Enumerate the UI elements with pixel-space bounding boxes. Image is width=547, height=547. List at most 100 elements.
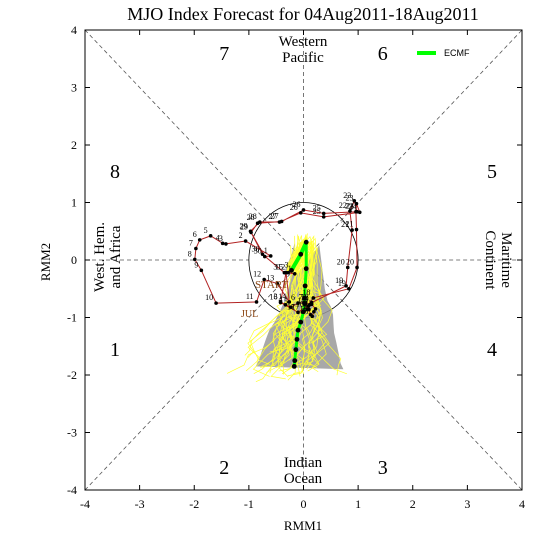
- day-label: 4: [278, 295, 282, 304]
- day-label: 2: [281, 263, 285, 272]
- observed-day-marker: [313, 307, 318, 311]
- day-label: 16: [296, 299, 304, 308]
- day-label: 30: [252, 244, 260, 253]
- forecast-point: [298, 319, 304, 325]
- observed-day-marker: [268, 254, 273, 258]
- observed-day-marker: [289, 305, 293, 309]
- phase-label: 6: [378, 43, 388, 65]
- observed-day-marker: [262, 254, 267, 259]
- day-label: 11: [302, 306, 310, 315]
- observed-day-marker: [194, 246, 198, 251]
- observed-day-marker: [310, 314, 315, 319]
- observed-day-marker: [224, 242, 228, 246]
- day-label: 21: [341, 220, 349, 229]
- forecast-point: [298, 251, 304, 257]
- day-label: 10: [205, 293, 213, 302]
- day-label: 17: [287, 302, 295, 311]
- y-tick-label: 3: [71, 81, 77, 95]
- day-label: 28: [247, 213, 255, 222]
- observed-day-marker: [199, 268, 204, 273]
- region-label-top-line2: Pacific: [282, 50, 324, 66]
- observed-day-marker: [321, 211, 326, 216]
- observed-day-marker: [278, 300, 283, 305]
- observed-day-marker: [287, 300, 292, 304]
- legend: ECMF: [417, 48, 470, 58]
- observed-day-marker: [309, 300, 314, 305]
- observed-day-marker: [254, 300, 259, 304]
- observed-day-marker: [345, 265, 350, 270]
- x-axis-label: RMM1: [284, 518, 322, 533]
- ensemble-member-track: [247, 235, 298, 364]
- ensemble-member-track: [279, 234, 301, 365]
- forecast-point: [301, 309, 306, 315]
- observed-day-marker: [214, 301, 218, 305]
- observed-day-marker: [296, 301, 300, 305]
- day-label: 15: [275, 263, 283, 272]
- observed-day-marker: [344, 284, 348, 288]
- region-label-bottom-line1: Indian: [284, 455, 323, 471]
- phase-label: 8: [110, 161, 120, 183]
- observed-day-marker: [301, 208, 306, 212]
- day-label: 18: [302, 288, 310, 297]
- day-label: 3: [219, 234, 223, 243]
- day-label: 30: [254, 247, 262, 256]
- observed-trajectory: [192, 198, 362, 319]
- forecast-point: [302, 301, 307, 307]
- day-label: 2: [239, 231, 243, 240]
- start-label: START: [255, 279, 289, 291]
- x-tick-label: 3: [464, 497, 470, 511]
- observed-day-marker: [255, 221, 260, 225]
- day-label: 4: [216, 233, 220, 242]
- day-label: 17: [291, 302, 299, 311]
- day-label: 7: [189, 239, 193, 248]
- observed-day-marker: [354, 227, 359, 232]
- x-tick-label: -2: [189, 497, 199, 511]
- day-label: 29: [240, 221, 248, 230]
- day-label: 19: [335, 276, 343, 285]
- day-label: 24: [349, 202, 357, 211]
- ensemble-member-track: [266, 239, 333, 373]
- observed-day-marker: [262, 277, 266, 282]
- observed-day-marker: [292, 272, 297, 276]
- observed-day-marker: [286, 270, 291, 275]
- day-label: 25: [313, 203, 321, 212]
- day-label: 12: [303, 302, 311, 311]
- y-tick-label: 0: [71, 253, 77, 267]
- day-label: 14: [301, 294, 309, 303]
- phase-label: 1: [110, 339, 120, 361]
- day-label: 27: [268, 212, 276, 221]
- day-label: 9: [194, 260, 198, 269]
- forecast-point: [292, 358, 298, 364]
- day-label: 5: [204, 226, 208, 235]
- region-label-left-line1: West. Hem.: [92, 222, 108, 292]
- observed-day-marker: [260, 252, 265, 257]
- observed-day-marker: [279, 219, 284, 224]
- ensemble-member-track: [260, 245, 323, 368]
- chart-title: MJO Index Forecast for 04Aug2011-18Aug20…: [127, 4, 479, 24]
- observed-day-marker: [304, 307, 309, 312]
- month-label: JUL: [241, 309, 258, 320]
- region-label-bottom-line2: Ocean: [284, 471, 323, 487]
- ensemble-member-track: [247, 241, 305, 358]
- day-label: 10: [300, 305, 308, 314]
- y-tick-label: 2: [71, 138, 77, 152]
- y-tick-label: -2: [67, 368, 77, 382]
- day-label: 12: [253, 270, 261, 279]
- y-tick-label: -3: [67, 426, 77, 440]
- day-label: 15: [297, 296, 305, 305]
- observed-day-marker: [296, 310, 300, 315]
- phase-label: 4: [487, 339, 497, 361]
- observed-day-marker: [298, 211, 303, 215]
- y-tick-label: -4: [67, 483, 77, 497]
- day-label: 25: [313, 207, 321, 216]
- y-tick-label: 4: [71, 23, 77, 37]
- day-label: 27: [271, 211, 279, 220]
- day-label: 7: [299, 293, 303, 302]
- day-label: 1: [264, 246, 268, 255]
- x-tick-label: 4: [519, 497, 525, 511]
- observed-day-marker: [355, 209, 359, 214]
- region-label-right-line2: Continent: [482, 230, 498, 290]
